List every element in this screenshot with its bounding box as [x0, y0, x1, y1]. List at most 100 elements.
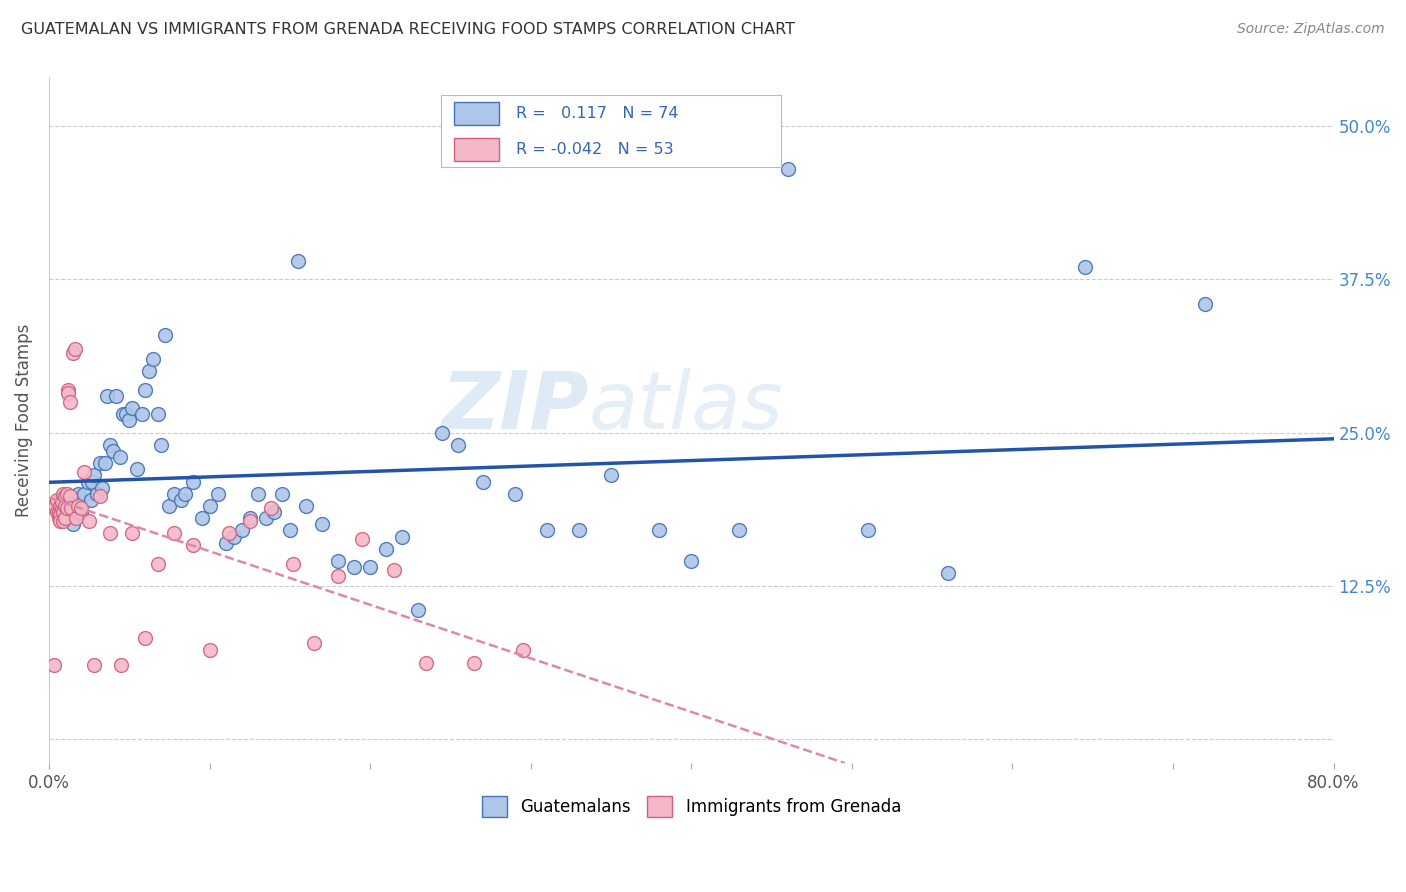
Point: [343, 560, 366, 574]
Point: [94, 456, 117, 470]
Point: [503, 487, 526, 501]
Point: [121, 525, 143, 540]
Point: [77, 514, 100, 528]
Point: [463, 656, 485, 670]
Point: [239, 514, 262, 528]
Point: [48, 511, 70, 525]
Point: [648, 524, 671, 538]
Point: [63, 343, 86, 357]
Point: [270, 487, 292, 501]
Text: ZIP: ZIP: [441, 368, 589, 446]
Point: [98, 438, 121, 452]
Point: [302, 636, 325, 650]
Point: [163, 525, 186, 540]
Point: [183, 538, 205, 552]
Point: [65, 511, 87, 525]
Point: [66, 499, 89, 513]
Point: [83, 468, 105, 483]
Point: [76, 475, 98, 489]
Point: [73, 465, 96, 479]
Point: [382, 563, 405, 577]
Point: [326, 554, 349, 568]
Point: [415, 656, 437, 670]
Point: [190, 511, 212, 525]
Point: [163, 487, 186, 501]
Point: [46, 505, 69, 519]
Point: [49, 508, 72, 522]
Point: [311, 517, 333, 532]
Point: [146, 407, 169, 421]
Point: [53, 499, 76, 513]
Point: [287, 254, 309, 268]
Text: atlas: atlas: [589, 368, 783, 446]
Point: [239, 511, 262, 525]
Point: [86, 487, 108, 501]
Point: [53, 489, 76, 503]
Point: [447, 438, 470, 452]
Point: [142, 352, 165, 367]
Point: [157, 499, 180, 513]
Point: [174, 487, 197, 501]
Point: [105, 389, 128, 403]
Point: [471, 475, 494, 489]
Point: [70, 505, 93, 519]
Point: [89, 489, 111, 503]
Point: [246, 487, 269, 501]
Point: [153, 327, 176, 342]
Point: [49, 514, 72, 528]
Point: [856, 524, 879, 538]
Point: [80, 492, 103, 507]
Point: [218, 525, 240, 540]
Point: [681, 554, 703, 568]
Point: [600, 468, 623, 483]
Point: [55, 487, 77, 501]
Point: [58, 386, 80, 401]
Point: [44, 499, 66, 513]
Point: [41, 499, 63, 513]
Point: [134, 383, 156, 397]
Point: [728, 524, 751, 538]
Point: [146, 557, 169, 571]
Point: [91, 481, 114, 495]
Point: [58, 505, 80, 519]
Point: [1194, 297, 1216, 311]
Point: [46, 492, 69, 507]
Point: [48, 505, 70, 519]
Point: [512, 643, 534, 657]
Point: [103, 443, 125, 458]
Point: [52, 487, 75, 501]
Point: [111, 407, 134, 421]
Point: [432, 425, 454, 440]
Point: [118, 413, 141, 427]
Point: [352, 532, 374, 546]
Point: [326, 569, 349, 583]
Point: [121, 401, 143, 415]
Point: [49, 492, 72, 507]
Point: [259, 501, 281, 516]
Point: [391, 530, 413, 544]
Point: [89, 456, 111, 470]
Point: [73, 487, 96, 501]
Point: [127, 462, 149, 476]
Point: [375, 541, 398, 556]
Point: [281, 557, 304, 571]
Point: [83, 658, 105, 673]
Point: [231, 524, 253, 538]
Point: [1073, 260, 1095, 275]
Point: [207, 487, 229, 501]
Point: [52, 514, 75, 528]
Point: [52, 505, 75, 519]
Point: [169, 492, 191, 507]
Point: [776, 162, 799, 177]
Point: [98, 525, 121, 540]
Point: [42, 658, 65, 673]
Text: Source: ZipAtlas.com: Source: ZipAtlas.com: [1237, 22, 1385, 37]
Point: [63, 492, 86, 507]
Text: GUATEMALAN VS IMMIGRANTS FROM GRENADA RECEIVING FOOD STAMPS CORRELATION CHART: GUATEMALAN VS IMMIGRANTS FROM GRENADA RE…: [21, 22, 794, 37]
Point: [115, 407, 138, 421]
Point: [108, 450, 131, 464]
Point: [134, 632, 156, 646]
Point: [568, 524, 591, 538]
Point: [198, 643, 221, 657]
Point: [198, 499, 221, 513]
